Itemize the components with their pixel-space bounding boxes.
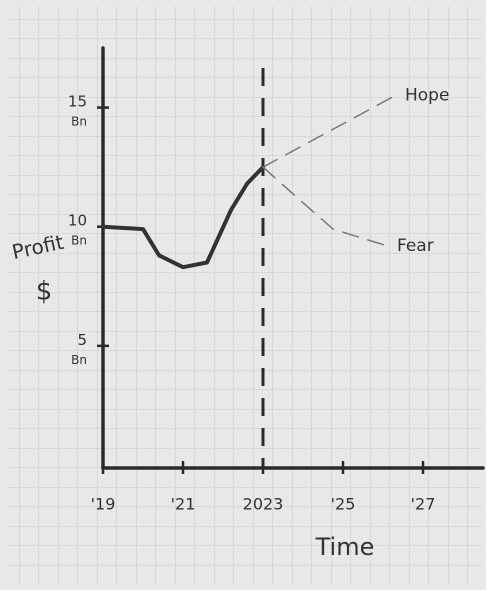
x-tick-label: 2023 bbox=[243, 495, 284, 514]
chart: Profit $ Time 5Bn10Bn15Bn'19'212023'25'2… bbox=[0, 0, 486, 590]
series-label: Fear bbox=[397, 236, 434, 256]
x-tick-label: '21 bbox=[171, 495, 196, 514]
x-tick-label: '27 bbox=[411, 495, 436, 514]
x-tick-label: '25 bbox=[331, 495, 356, 514]
series-label: Hope bbox=[405, 86, 449, 106]
x-tick-label: '19 bbox=[91, 495, 116, 514]
y-axis-unit: $ bbox=[36, 277, 53, 307]
x-axis-label: Time bbox=[315, 533, 375, 561]
